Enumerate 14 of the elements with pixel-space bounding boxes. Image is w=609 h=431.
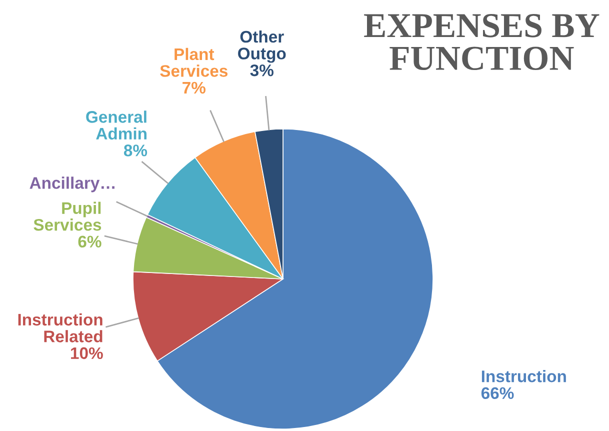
slice-label: Pupil Services [34,202,102,231]
slice-label: General Admin [86,110,146,140]
slice-label: Instruction Related [18,313,102,342]
data-label: 3% [250,64,274,76]
data-label: 8% [124,144,148,156]
data-label: 7% [182,82,206,94]
slice-label: Plant Services [160,48,228,77]
slice-label: Other Outgo [238,30,286,63]
data-label: 66% [481,387,514,400]
data-label: 10% [71,347,103,360]
chart-title: EXPENSES BY FUNCTION [364,14,600,70]
data-label: 6% [78,236,102,248]
slice-label: Ancillary… [30,176,114,192]
slice-label: Instruction [482,370,566,382]
